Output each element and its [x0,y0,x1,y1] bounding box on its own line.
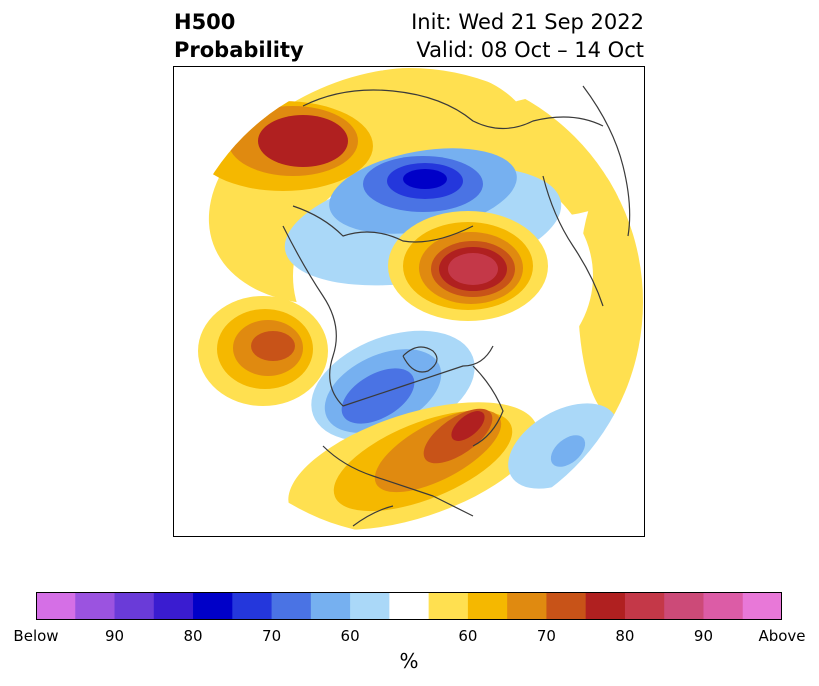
colorbar-swatch [624,592,665,620]
colorbar-swatch [428,592,469,620]
coastlines [282,85,631,527]
colorbar-swatch [350,592,390,620]
chart-title-right: Init: Wed 21 Sep 2022 Valid: 08 Oct – 14… [411,8,644,64]
colorbar-unit-label: % [399,649,419,673]
anomaly-namerica-above [288,402,538,530]
colorbar-tick-label: 60 [340,627,360,645]
colorbar-swatch [114,592,155,620]
colorbar-tick-label: 70 [262,627,282,645]
anomaly-pacific-above [198,296,328,406]
colorbar-tick-label: Below [13,627,59,645]
colorbar-tick-label: 60 [458,627,478,645]
colorbar-swatch [467,592,508,620]
colorbar-tick-label: 80 [615,627,635,645]
map-frame [173,66,645,537]
colorbar-swatch [664,592,704,620]
colorbar-tick-label: 80 [183,627,203,645]
colorbar-swatch [585,592,626,620]
probability-map [173,66,645,537]
colorbar-tick-label: 90 [104,627,125,645]
colorbar-swatch [310,592,351,620]
colorbar-swatch [271,592,312,620]
colorbar-tick-label: Above [758,627,806,645]
colorbar-swatch [75,592,116,620]
colorbar-tick-label: 70 [536,627,556,645]
colorbar-swatch [193,592,233,620]
colorbar-swatch [703,592,744,620]
colorbar-swatch [507,592,547,620]
colorbar-swatch [546,592,587,620]
colorbar-swatch [742,592,782,620]
title-init-date: Init: Wed 21 Sep 2022 [411,10,644,34]
colorbar-swatch [36,592,76,620]
chart-title-left: H500 Probability [174,8,304,64]
colorbar-swatch [389,592,430,620]
colorbar-swatch [232,592,273,620]
colorbar-swatch [153,592,194,620]
probability-field [193,68,643,530]
title-product: Probability [174,38,304,62]
colorbar-tick-label: 90 [693,627,714,645]
colorbar-frame [36,592,782,620]
title-valid-range: Valid: 08 Oct – 14 Oct [416,38,644,62]
colorbar [36,592,782,620]
title-variable: H500 [174,10,236,34]
anomaly-russia-above [193,101,373,191]
anomaly-europe-above [388,211,548,321]
